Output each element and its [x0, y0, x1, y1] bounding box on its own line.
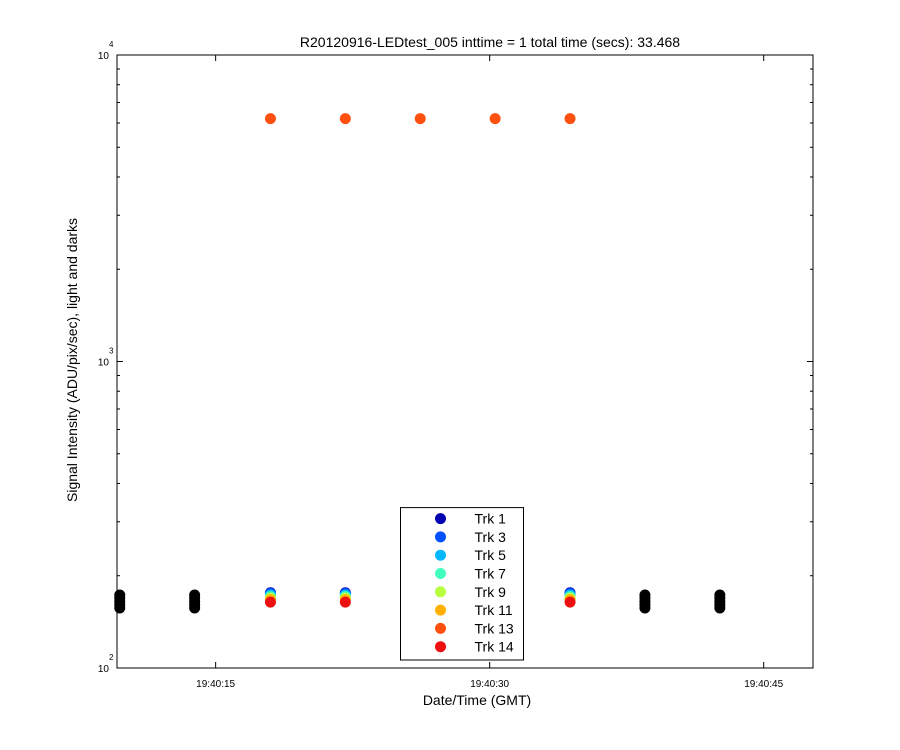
legend-label: Trk 1 [475, 511, 507, 527]
point [564, 596, 576, 608]
point [489, 113, 501, 125]
legend-marker [435, 549, 446, 561]
legend-marker [435, 622, 446, 634]
y-axis-label: Signal Intensity (ADU/pix/sec), light an… [64, 218, 80, 502]
x-tick-label: 19:40:15 [196, 679, 235, 690]
y-tick-label: 10 [98, 664, 110, 675]
y-tick-label: 10 [98, 51, 110, 62]
legend-label: Trk 5 [475, 547, 507, 563]
point [339, 596, 351, 608]
legend-marker [435, 586, 446, 598]
point [189, 589, 201, 601]
point [414, 113, 426, 125]
legend-label: Trk 9 [475, 584, 507, 600]
legend-marker [435, 513, 446, 525]
legend-marker [435, 531, 446, 543]
y-tick-label: 10 [98, 358, 110, 369]
legend-box [400, 507, 524, 661]
legend-label: Trk 11 [475, 602, 513, 618]
y-tick-exponent: 4 [109, 40, 114, 49]
legend-label: Trk 13 [475, 620, 514, 636]
point [339, 113, 351, 125]
x-tick-label: 19:40:30 [470, 679, 509, 690]
chart-title: R20120916-LEDtest_005 inttime = 1 total … [300, 34, 680, 50]
legend-label: Trk 3 [475, 529, 507, 545]
x-tick-label: 19:40:45 [744, 679, 783, 690]
y-tick-exponent: 3 [109, 347, 114, 356]
point [564, 113, 576, 125]
legend-marker [435, 568, 446, 579]
point [114, 589, 126, 601]
point [264, 113, 276, 125]
point [714, 589, 726, 601]
x-axis-label: Date/Time (GMT) [423, 692, 531, 708]
legend-marker [435, 641, 446, 653]
point [264, 596, 276, 608]
legend-label: Trk 14 [475, 639, 514, 655]
legend-marker [435, 604, 446, 616]
y-tick-exponent: 2 [109, 653, 114, 662]
legend-label: Trk 7 [475, 566, 507, 582]
point [639, 589, 651, 601]
